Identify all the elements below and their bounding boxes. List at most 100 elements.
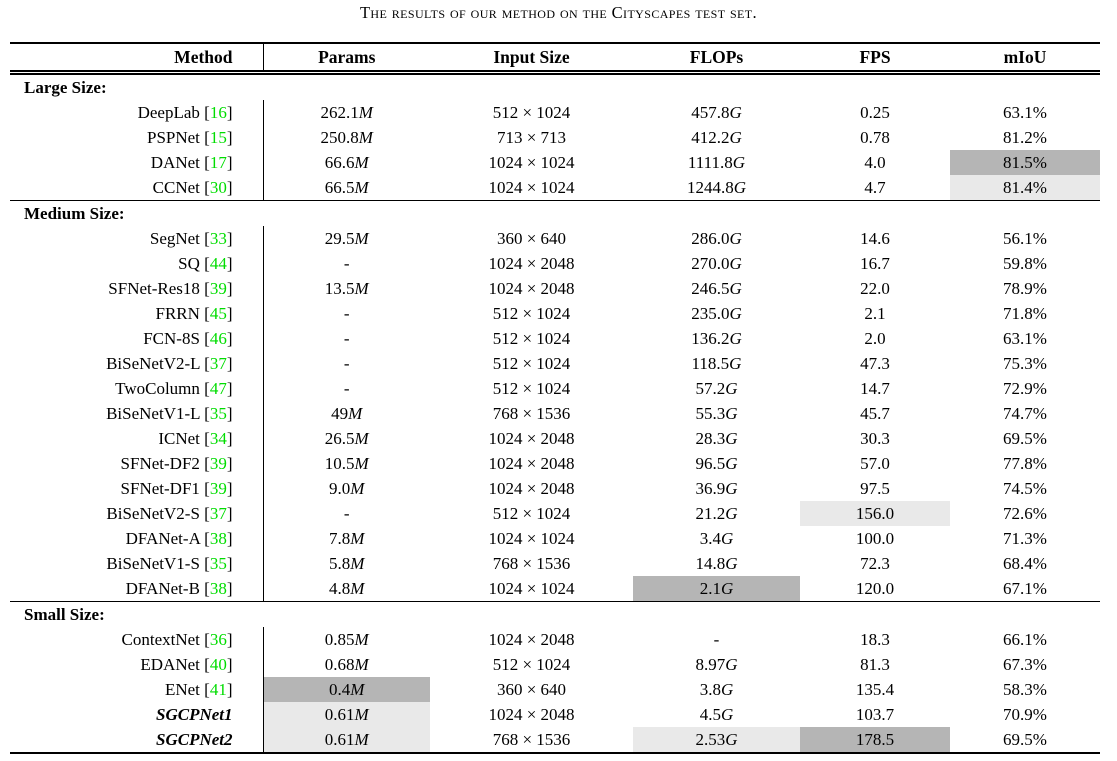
cell-params: 66.5M xyxy=(324,178,369,197)
cell-miou: 72.9% xyxy=(1003,379,1047,398)
cell-fps: 178.5 xyxy=(800,727,950,753)
cell-params: - xyxy=(343,504,350,523)
cell-miou: 77.8% xyxy=(1003,454,1047,473)
citation-ref: 46 xyxy=(209,329,227,348)
cell-params: 26.5M xyxy=(324,429,369,448)
cell-flops: 3.4G xyxy=(699,529,734,548)
cell-params: 13.5M xyxy=(324,279,369,298)
cell-fps: 2.0 xyxy=(864,329,886,348)
table-row: DFANet-A [38] 7.8M 1024 × 1024 3.4G 100.0 71.… xyxy=(10,526,1100,551)
cell-fps: 22.0 xyxy=(860,279,890,298)
cell-flops: 235.0G xyxy=(691,304,742,323)
table-row: DeepLab [16] 262.1M 512 × 1024 457.8G 0.25 63… xyxy=(10,100,1100,125)
cell-method: SQ [44] xyxy=(10,251,264,276)
citation-ref: 38 xyxy=(209,579,227,598)
cell-flops: 412.2G xyxy=(691,128,742,147)
cell-flops: - xyxy=(713,630,720,649)
cell-method: SGCPNet1 xyxy=(10,702,264,727)
cell-method: EDANet [40] xyxy=(10,652,264,677)
table-row: SGCPNet2 0.61M 768 × 1536 2.53G 178.5 69.5% xyxy=(10,727,1100,753)
cell-method: DeepLab [16] xyxy=(10,100,264,125)
table-row: SFNet-DF2 [39] 10.5M 1024 × 2048 96.5G 57.0 7… xyxy=(10,451,1100,476)
cell-fps: 135.4 xyxy=(855,680,895,699)
table-caption: The results of our method on the Citysca… xyxy=(359,3,758,22)
table-row: ICNet [34] 26.5M 1024 × 2048 28.3G 30.3 69.5% xyxy=(10,426,1100,451)
cell-input-size: 1024 × 1024 xyxy=(488,579,575,598)
citation-ref: 38 xyxy=(209,529,227,548)
table-row: SegNet [33] 29.5M 360 × 640 286.0G 14.6 56.1% xyxy=(10,226,1100,251)
cell-miou: 58.3% xyxy=(1003,680,1047,699)
cell-input-size: 1024 × 1024 xyxy=(488,178,575,197)
citation-ref: 39 xyxy=(209,454,227,473)
cell-method: DANet [17] xyxy=(10,150,264,175)
header-row: Method Params Input Size FLOPs FPS mIoU xyxy=(10,43,1100,75)
cell-method: TwoColumn [47] xyxy=(10,376,264,401)
cell-params: 10.5M xyxy=(324,454,369,473)
cell-miou: 59.8% xyxy=(1003,254,1047,273)
citation-ref: 44 xyxy=(209,254,227,273)
column-header-input-size: Input Size xyxy=(430,43,633,75)
cell-fps: 45.7 xyxy=(860,404,890,423)
cell-fps: 18.3 xyxy=(860,630,890,649)
cell-params: 29.5M xyxy=(324,229,369,248)
cell-flops: 57.2G xyxy=(695,379,738,398)
table-row: FCN-8S [46] - 512 × 1024 136.2G 2.0 63.1% xyxy=(10,326,1100,351)
cell-flops: 8.97G xyxy=(695,655,738,674)
cell-method: DFANet-A [38] xyxy=(10,526,264,551)
cell-fps: 97.5 xyxy=(860,479,890,498)
cell-miou: 63.1% xyxy=(1003,103,1047,122)
cell-flops: 96.5G xyxy=(695,454,738,473)
cell-miou: 56.1% xyxy=(1003,229,1047,248)
cell-fps: 120.0 xyxy=(855,579,895,598)
cell-fps: 30.3 xyxy=(860,429,890,448)
cell-flops: 2.1G xyxy=(633,576,800,602)
cell-params: - xyxy=(343,329,350,348)
citation-ref: 15 xyxy=(209,128,227,147)
cell-params: 250.8M xyxy=(320,128,373,147)
cell-flops: 2.53G xyxy=(633,727,800,753)
cell-input-size: 768 × 1536 xyxy=(492,730,571,749)
cell-method: FRRN [45] xyxy=(10,301,264,326)
cell-params: 0.61M xyxy=(263,702,430,727)
section-row: Medium Size: xyxy=(10,200,1100,226)
cell-fps: 4.0 xyxy=(864,153,886,172)
cell-input-size: 1024 × 1024 xyxy=(488,153,575,172)
cell-params: 66.6M xyxy=(324,153,369,172)
cell-miou: 75.3% xyxy=(1003,354,1047,373)
cell-input-size: 768 × 1536 xyxy=(492,554,571,573)
cell-params: - xyxy=(343,354,350,373)
cell-miou: 81.4% xyxy=(950,175,1100,201)
cell-method: DFANet-B [38] xyxy=(10,576,264,602)
cell-params: 9.0M xyxy=(329,479,365,498)
cell-input-size: 360 × 640 xyxy=(496,229,567,248)
cell-fps: 100.0 xyxy=(855,529,895,548)
cell-method: SFNet-DF1 [39] xyxy=(10,476,264,501)
section-label: Large Size: xyxy=(24,78,107,97)
cell-flops: 246.5G xyxy=(691,279,742,298)
cell-flops: 21.2G xyxy=(695,504,738,523)
citation-ref: 47 xyxy=(209,379,227,398)
section-label: Medium Size: xyxy=(10,200,1100,226)
table-row: SFNet-Res18 [39] 13.5M 1024 × 2048 246.5G 22… xyxy=(10,276,1100,301)
citation-ref: 33 xyxy=(209,229,227,248)
cell-params: 0.61M xyxy=(263,727,430,753)
cell-fps: 57.0 xyxy=(860,454,890,473)
cell-miou: 70.9% xyxy=(1003,705,1047,724)
cell-miou: 72.6% xyxy=(1003,504,1047,523)
cell-params: 0.4M xyxy=(263,677,430,702)
cell-miou: 66.1% xyxy=(1003,630,1047,649)
cell-params: - xyxy=(343,254,350,273)
column-header-method: Method xyxy=(10,43,264,75)
citation-ref: 39 xyxy=(209,279,227,298)
cell-fps: 81.3 xyxy=(860,655,890,674)
cell-method: SFNet-DF2 [39] xyxy=(10,451,264,476)
citation-ref: 36 xyxy=(209,630,227,649)
cell-fps: 0.25 xyxy=(860,103,890,122)
cell-input-size: 360 × 640 xyxy=(496,680,567,699)
cell-flops: 457.8G xyxy=(691,103,742,122)
cell-fps: 14.7 xyxy=(860,379,890,398)
column-header-flops: FLOPs xyxy=(633,43,800,75)
cell-miou: 69.5% xyxy=(1003,429,1047,448)
cell-miou: 63.1% xyxy=(1003,329,1047,348)
